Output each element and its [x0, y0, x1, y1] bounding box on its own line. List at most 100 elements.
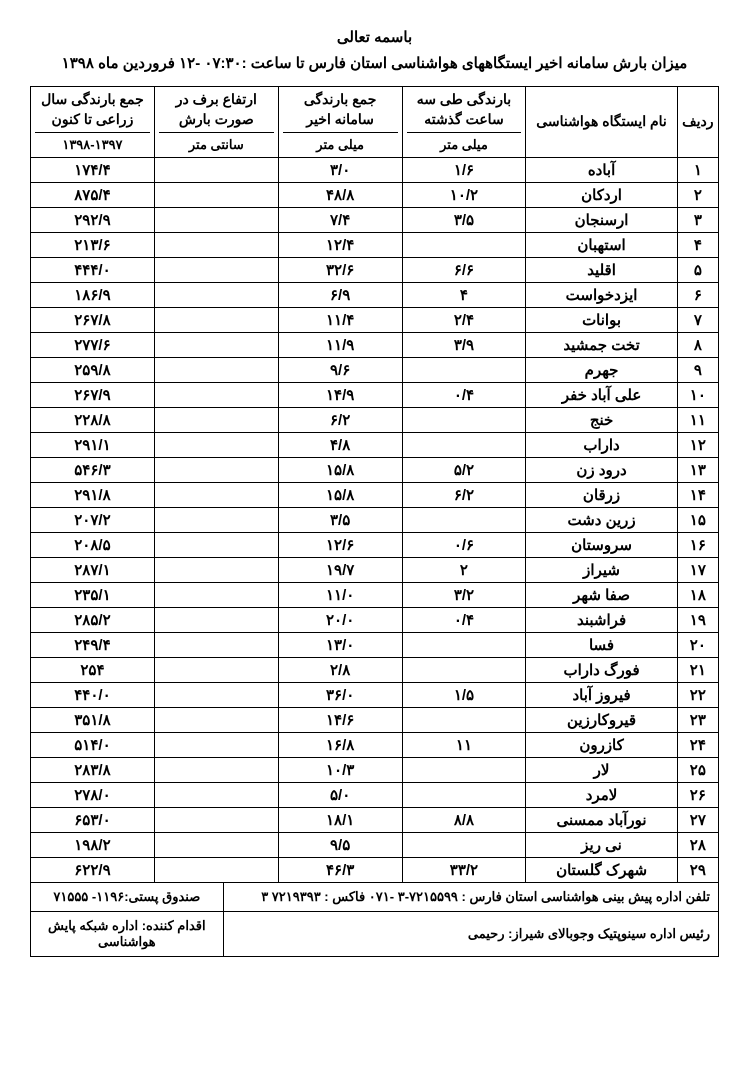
cell-n: ۱۱ [677, 408, 718, 433]
cell-sam: ۱۹/۷ [278, 558, 402, 583]
cell-3h: ۶/۶ [402, 258, 526, 283]
cell-snow [154, 483, 278, 508]
cell-yr: ۲۰۷/۲ [31, 508, 155, 533]
table-row: ۱آباده۱/۶۳/۰۱۷۴/۴ [31, 158, 719, 183]
besm: باسمه تعالی [30, 28, 719, 46]
col-sam-label: جمع بارندگی سامانه اخیر [304, 91, 377, 127]
cell-snow [154, 283, 278, 308]
cell-st: فسا [526, 633, 677, 658]
col-3h-label: بارندگی طی سه ساعت گذشته [417, 91, 511, 127]
cell-st: داراب [526, 433, 677, 458]
cell-yr: ۴۴۰/۰ [31, 683, 155, 708]
cell-3h [402, 833, 526, 858]
cell-snow [154, 658, 278, 683]
cell-3h [402, 358, 526, 383]
cell-3h [402, 658, 526, 683]
cell-snow [154, 583, 278, 608]
cell-st: خنج [526, 408, 677, 433]
cell-yr: ۲۹۱/۸ [31, 483, 155, 508]
table-row: ۲۹شهرک گلستان۳۳/۲۴۶/۳۶۲۲/۹ [31, 858, 719, 883]
page-title: میزان بارش سامانه اخیر ایستگاههای هواشنا… [30, 54, 719, 72]
cell-3h: ۰/۴ [402, 383, 526, 408]
table-row: ۲۸نی ریز۹/۵۱۹۸/۲ [31, 833, 719, 858]
cell-st: نی ریز [526, 833, 677, 858]
cell-n: ۲۲ [677, 683, 718, 708]
cell-snow [154, 183, 278, 208]
footer-phone: تلفن اداره پیش بینی هواشناسی استان فارس … [223, 883, 718, 912]
cell-yr: ۱۸۶/۹ [31, 283, 155, 308]
cell-yr: ۲۲۸/۸ [31, 408, 155, 433]
cell-3h: ۴ [402, 283, 526, 308]
cell-yr: ۶۲۲/۹ [31, 858, 155, 883]
table-row: ۱۵زرین دشت۳/۵۲۰۷/۲ [31, 508, 719, 533]
cell-3h: ۰/۶ [402, 533, 526, 558]
cell-st: اردکان [526, 183, 677, 208]
cell-st: بوانات [526, 308, 677, 333]
col-year: جمع بارندگی سال زراعی تا کنون ۱۳۹۸-۱۳۹۷ [31, 87, 155, 158]
cell-n: ۲۴ [677, 733, 718, 758]
cell-n: ۱۵ [677, 508, 718, 533]
cell-sam: ۱۳/۰ [278, 633, 402, 658]
table-row: ۲۲فیروز آباد۱/۵۳۶/۰۴۴۰/۰ [31, 683, 719, 708]
cell-sam: ۹/۶ [278, 358, 402, 383]
cell-yr: ۲۸۵/۲ [31, 608, 155, 633]
cell-3h: ۵/۲ [402, 458, 526, 483]
cell-sam: ۱۵/۸ [278, 458, 402, 483]
cell-yr: ۲۷۸/۰ [31, 783, 155, 808]
cell-st: فورگ داراب [526, 658, 677, 683]
cell-yr: ۲۹۲/۹ [31, 208, 155, 233]
cell-n: ۲۹ [677, 858, 718, 883]
cell-yr: ۲۸۷/۱ [31, 558, 155, 583]
cell-st: صفا شهر [526, 583, 677, 608]
cell-snow [154, 408, 278, 433]
cell-st: جهرم [526, 358, 677, 383]
col-snow-label: ارتفاع برف در صورت بارش [176, 91, 257, 127]
cell-yr: ۲۶۷/۸ [31, 308, 155, 333]
cell-sam: ۱۱/۰ [278, 583, 402, 608]
cell-st: زرقان [526, 483, 677, 508]
cell-st: ایزدخواست [526, 283, 677, 308]
cell-sam: ۵/۰ [278, 783, 402, 808]
table-row: ۲۰فسا۱۳/۰۲۴۹/۴ [31, 633, 719, 658]
cell-sam: ۱۰/۳ [278, 758, 402, 783]
cell-st: تخت جمشید [526, 333, 677, 358]
table-row: ۹جهرم۹/۶۲۵۹/۸ [31, 358, 719, 383]
cell-snow [154, 608, 278, 633]
cell-3h [402, 758, 526, 783]
footer-pobox: صندوق پستی:۱۱۹۶- ۷۱۵۵۵ [31, 883, 224, 912]
cell-snow [154, 308, 278, 333]
col-3h: بارندگی طی سه ساعت گذشته میلی متر [402, 87, 526, 158]
cell-3h: ۳/۲ [402, 583, 526, 608]
cell-st: استهبان [526, 233, 677, 258]
table-row: ۲۴کازرون۱۱۱۶/۸۵۱۴/۰ [31, 733, 719, 758]
table-row: ۲۵لار۱۰/۳۲۸۳/۸ [31, 758, 719, 783]
cell-yr: ۲۰۸/۵ [31, 533, 155, 558]
cell-n: ۱۲ [677, 433, 718, 458]
cell-st: علی آباد خفر [526, 383, 677, 408]
cell-st: سروستان [526, 533, 677, 558]
cell-3h [402, 633, 526, 658]
cell-sam: ۱۸/۱ [278, 808, 402, 833]
cell-3h [402, 233, 526, 258]
cell-snow [154, 733, 278, 758]
table-row: ۷بوانات۲/۴۱۱/۴۲۶۷/۸ [31, 308, 719, 333]
cell-sam: ۴۶/۳ [278, 858, 402, 883]
cell-snow [154, 508, 278, 533]
table-row: ۲۷نورآباد ممسنی۸/۸۱۸/۱۶۵۳/۰ [31, 808, 719, 833]
col-snow: ارتفاع برف در صورت بارش سانتی متر [154, 87, 278, 158]
table-row: ۲۱فورگ داراب۲/۸۲۵۴ [31, 658, 719, 683]
table-row: ۲۳قیروکارزین۱۴/۶۳۵۱/۸ [31, 708, 719, 733]
cell-yr: ۸۷۵/۴ [31, 183, 155, 208]
cell-n: ۲۰ [677, 633, 718, 658]
cell-3h: ۲/۴ [402, 308, 526, 333]
cell-snow [154, 633, 278, 658]
cell-yr: ۱۷۴/۴ [31, 158, 155, 183]
cell-3h: ۳/۵ [402, 208, 526, 233]
cell-n: ۲۵ [677, 758, 718, 783]
cell-sam: ۳/۵ [278, 508, 402, 533]
col-sam-unit: میلی متر [283, 132, 398, 154]
cell-sam: ۱۵/۸ [278, 483, 402, 508]
col-3h-unit: میلی متر [407, 132, 522, 154]
cell-snow [154, 683, 278, 708]
cell-3h [402, 508, 526, 533]
